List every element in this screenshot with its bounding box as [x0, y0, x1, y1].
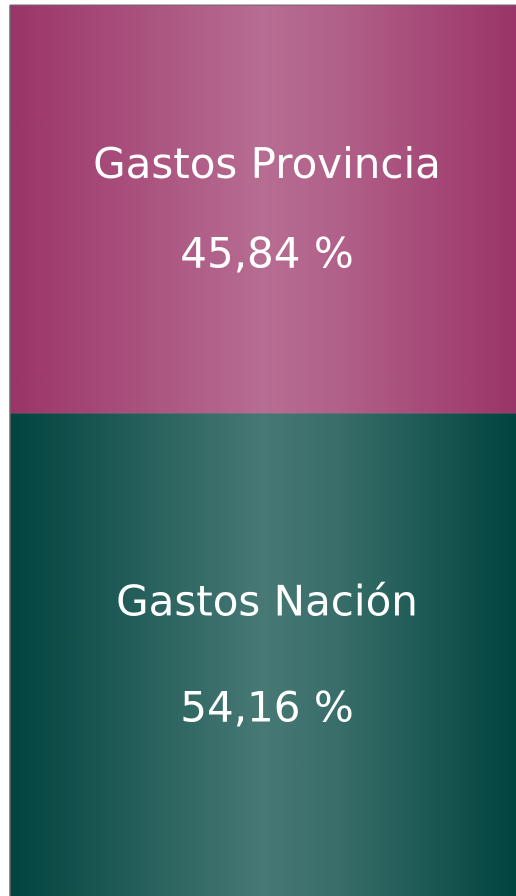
- segment-shine: [10, 413, 516, 896]
- segment-shine: [10, 5, 516, 414]
- segment-name: Gastos Nación: [116, 577, 418, 626]
- segment-value-label: 54,16 %: [180, 683, 354, 732]
- segment-value-label: 45,84 %: [180, 229, 354, 278]
- segment-name: Gastos Provincia: [93, 139, 441, 188]
